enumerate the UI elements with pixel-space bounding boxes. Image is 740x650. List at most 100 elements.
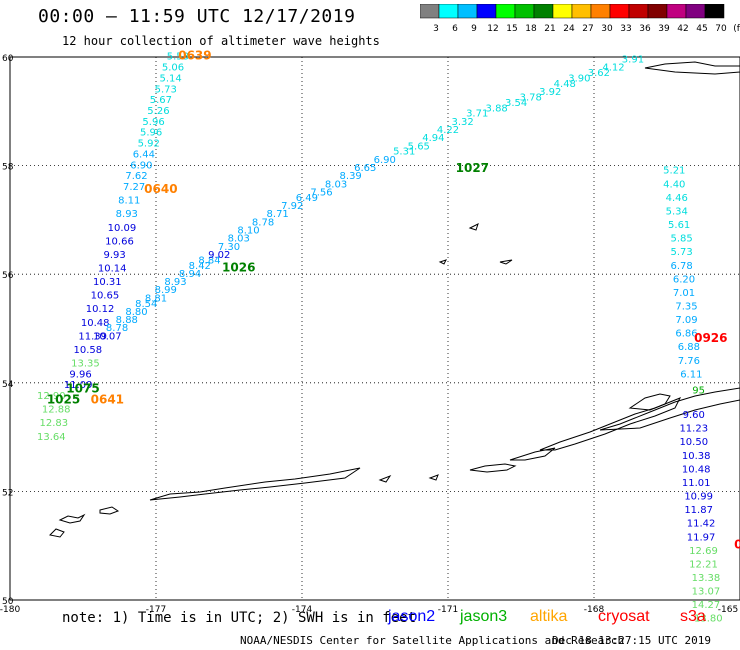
swh-value-label: 8.10 [237,225,259,236]
swh-value-label: 5.67 [150,95,172,106]
swh-value-label: 5.31 [393,147,415,158]
track-0641: 0641 [91,392,124,406]
swh-value-label: 5.73 [670,247,692,258]
swh-value-label: 3.88 [486,103,508,114]
plot-border [9,56,740,601]
note-text: note: 1) Time is in UTC; 2) SWH is in fe… [62,610,417,626]
swh-value-label: 8.54 [135,299,157,310]
axis-labels: 60 58 56 54 52 50-180 -177 -174 -171 -168 -165 [0,54,738,615]
swh-value-label: 11.23 [679,424,708,435]
swh-value-label: 8.94 [179,269,201,280]
color-scale-label: 33 [620,24,631,34]
pass-time-label: 1025 [47,392,80,406]
swh-value-label: 8.11 [118,196,140,207]
swh-value-label: 5.96 [142,117,164,128]
track-1025: 12.90 12.88 12.83 13.64 1025 [37,391,80,443]
swh-value-label: 10.66 [105,236,134,247]
swh-value-label: 7.30 [218,242,240,253]
swh-value-label: 3.92 [539,87,561,98]
color-scale-label: 6 [452,24,458,34]
swh-value-label: 12.69 [689,546,718,557]
swh-value-label: 9.60 [683,410,705,421]
swh-value-label: 12.90 [37,391,66,402]
swh-value-label: 11.09 [64,380,93,391]
latitude-label: 60 [2,54,14,64]
swh-value-label: 10.99 [684,492,713,503]
swh-value-label: 7.09 [675,315,697,326]
swh-value-label: 13.64 [37,432,66,443]
swh-value-label: 8.78 [252,217,274,228]
longitude-label: -165 [718,605,738,615]
swh-value-label: 8.71 [267,209,289,220]
pass-time-label: 1027 [456,161,489,175]
swh-value-label: 5.65 [408,141,430,152]
landmass-outline [468,223,479,231]
color-scale-label: 21 [544,24,555,34]
track-0926: 5.21 4.40 4.46 5.34 5.61 5.85 5.73 6.78 6.20 7.01… [663,166,727,625]
swh-value-label: 8.93 [116,209,138,220]
latitude-label: 52 [2,488,13,498]
landmass-outline [149,467,361,501]
swh-value-label: 8.42 [189,261,211,272]
swh-value-label: 4.48 [554,79,576,90]
color-scale-label: 45 [696,24,707,34]
color-scale-label: 27 [582,24,593,34]
color-scale-label: 36 [639,24,651,34]
color-scale-label: 70 [715,24,727,34]
swh-value-label: 10.58 [74,345,103,356]
legend-jason3: jason3 [460,608,508,625]
legend-s3a: s3a [680,608,706,625]
swh-value-label: 4.94 [422,133,444,144]
swh-value-label: 6.65 [354,163,376,174]
swh-value-label: 7.35 [675,301,697,312]
swh-value-label: 5.61 [668,220,690,231]
color-scale-label: 24 [563,24,575,34]
swh-value-label: 4.40 [663,179,685,190]
swh-value-label: 12.83 [39,418,68,429]
swh-value-label: 5.92 [138,139,160,150]
color-scale-label: 15 [506,24,517,34]
color-swatch [704,4,725,19]
swh-value-label: 7.76 [678,356,700,367]
color-scale-label: 18 [525,24,537,34]
swh-value-label: 5.26 [147,106,169,117]
landmass-outline [48,528,65,538]
swh-value-label: 7.62 [125,171,147,182]
swh-value-label: 8.78 [106,323,128,334]
swh-value-label: 10.65 [91,291,120,302]
swh-value-label: 13.35 [71,359,100,370]
landmass-outline [628,393,671,411]
longitude-label: -168 [584,605,605,615]
swh-value-label: 8.03 [228,234,250,245]
swh-value-label: 5.73 [155,84,177,95]
swh-value-label: 5.34 [666,206,688,217]
swh-value-label: 10.14 [98,263,127,274]
swh-value-label: 7.92 [281,201,303,212]
longitude-label: -180 [0,605,20,615]
swh-value-label: 13.07 [692,587,721,598]
swh-value-label: 10.31 [93,277,122,288]
latitude-label: 54 [2,380,14,390]
swh-value-label: 8.81 [145,293,167,304]
swh-value-label: 3.62 [588,68,610,79]
swh-value-label: 12.88 [42,405,71,416]
landmass-outline [438,259,447,265]
swh-value-label: 5.21 [663,166,685,177]
pass-time-label: 0926 [694,331,727,345]
swh-value-label: 6.90 [374,155,396,166]
swh-value-label: 10.09 [108,223,137,234]
latitude-label: 56 [2,271,14,281]
swh-value-label: 9.93 [104,250,126,261]
swh-value-label: 10.48 [682,464,711,475]
swh-value-label: 6.88 [678,342,700,353]
swh-value-label: 11.39 [78,331,107,342]
swh-value-label: 11.01 [682,478,711,489]
swh-value-label: 10.38 [682,451,711,462]
swh-value-label: 8.39 [340,171,362,182]
credit-text: NOAA/NESDIS Center for Satellite Applica… [240,634,625,647]
pass-time-label: 09 [734,537,740,551]
landmass-outline [58,513,86,524]
swh-value-label: 3.90 [568,73,590,84]
